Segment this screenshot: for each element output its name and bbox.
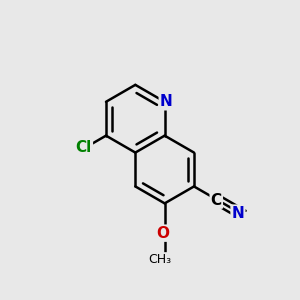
Text: O: O bbox=[157, 226, 170, 241]
Text: CH₃: CH₃ bbox=[148, 253, 171, 266]
Text: N: N bbox=[160, 94, 172, 109]
Text: C: C bbox=[211, 193, 222, 208]
Text: Cl: Cl bbox=[76, 140, 92, 155]
Text: N: N bbox=[232, 206, 244, 220]
